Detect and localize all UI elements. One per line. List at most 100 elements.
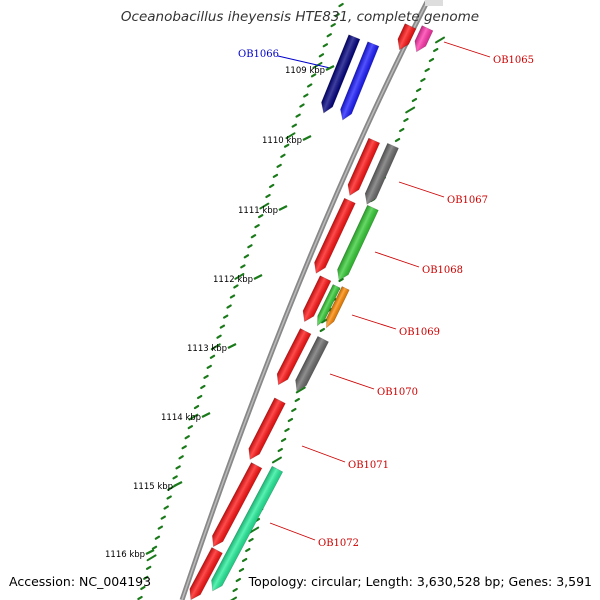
scale-label-1114: 1114 kbp [161,413,201,423]
ob1072-leader [269,522,316,541]
outer-tick [178,455,184,460]
outer-tick [247,244,253,249]
scale-tick-1109 [325,65,335,71]
inner-tick [277,447,283,453]
outer-tick [166,495,172,500]
inner-tick [245,547,251,553]
OB1072-gene-feature [211,465,284,592]
outer-tick [226,304,232,309]
gene-label-ob1072[interactable]: OB1072 [318,538,359,549]
outer-tick [299,103,305,108]
gene-label-ob1071[interactable]: OB1071 [348,460,389,471]
outer-tick [175,465,181,470]
outer-tick [210,343,221,351]
inner-tick [428,57,435,63]
gene-label-ob1066[interactable]: OB1066 [238,49,279,60]
OB1068-gene-shade [337,205,379,281]
OB1072-gene-shade [211,466,283,591]
outer-tick [295,113,301,118]
OB1069-gene-b-feature [326,286,350,329]
inner-tick [287,417,294,423]
inner-tick [271,456,282,464]
scale-tick-1115 [173,481,183,487]
inner-tick [405,106,416,114]
scale-label-1113: 1113 kbp [187,344,227,354]
inner-tick [411,97,418,103]
OB1072-cds-feature [212,462,263,548]
genome-backbone [179,0,431,600]
outer-tick [291,123,297,128]
ob1068-leader [374,251,420,268]
gene-label-ob1069[interactable]: OB1069 [399,327,440,338]
outer-tick [318,53,325,58]
outer-tick [200,384,206,390]
scale-label-1109: 1109 kbp [285,66,325,76]
gene-features [189,0,443,600]
inner-tick [291,407,297,413]
OB1069-gene-a-feature [317,284,341,327]
outer-tick [223,314,229,319]
inner-tick-track [230,36,445,600]
OB1067-cds-feature [347,137,381,196]
inner-tick [284,427,290,433]
inner-tick [235,577,242,583]
outer-tick [265,193,271,199]
OB1069-cds-feature [302,275,332,323]
OB1066-gene-shade [340,41,379,121]
outer-tick [229,294,236,299]
gene-label-ob1068[interactable]: OB1068 [422,265,463,276]
inner-tick [338,277,344,283]
inner-tick [241,557,248,563]
outer-tick [334,13,340,18]
OB1069-cds-shade [303,275,331,322]
outer-tick [151,545,158,550]
outer-tick [276,163,282,168]
scale-tick-1110 [302,135,312,141]
outer-tick [181,445,187,450]
ob1065-leader [443,41,491,58]
ob1069-leader [351,314,397,330]
inner-tick [319,327,326,333]
outer-tick [160,515,166,520]
OB1065-gene-feature [414,25,434,53]
outer-tick [240,264,246,269]
scale-tick-1111 [278,205,288,211]
outer-tick [203,374,209,379]
outer-tick [193,404,200,410]
ob1071-leader [301,445,346,463]
OB1066-cds-shade [321,34,360,114]
OB1070-cds-shade [277,328,311,385]
OB1070-gene-shade [295,336,329,391]
OB1068-gene-feature [337,204,379,281]
scale-label-1116: 1116 kbp [105,550,145,560]
gene-label-ob1070[interactable]: OB1070 [377,387,418,398]
scale-label-1110: 1110 kbp [262,136,302,146]
outer-tick [145,565,152,570]
ob1070-leader [329,373,375,390]
inner-tick [230,596,237,600]
OB1067-gene-shade [365,143,399,205]
inner-tick [424,67,430,73]
inner-tick [435,36,445,44]
inner-tick [248,537,254,543]
OB1070-cds-feature [276,328,312,386]
gene-label-ob1067[interactable]: OB1067 [447,195,488,206]
outer-tick [163,505,169,510]
outer-tick [330,23,336,28]
outer-tick [184,435,190,440]
outer-tick [268,183,275,189]
inner-tick [295,386,306,394]
gene-label-ob1065[interactable]: OB1065 [493,55,534,66]
outer-tick [206,364,212,369]
outer-tick [259,202,270,210]
outer-tick [322,43,329,48]
OB1068-cds-feature [314,197,356,274]
inner-tick [294,397,300,403]
inner-tick [249,526,260,534]
outer-tick [209,354,216,359]
outer-tick [338,2,344,8]
OB1071-cds-shade [248,397,286,460]
scale-label-1111: 1111 kbp [238,206,278,216]
outer-tick [143,575,149,580]
